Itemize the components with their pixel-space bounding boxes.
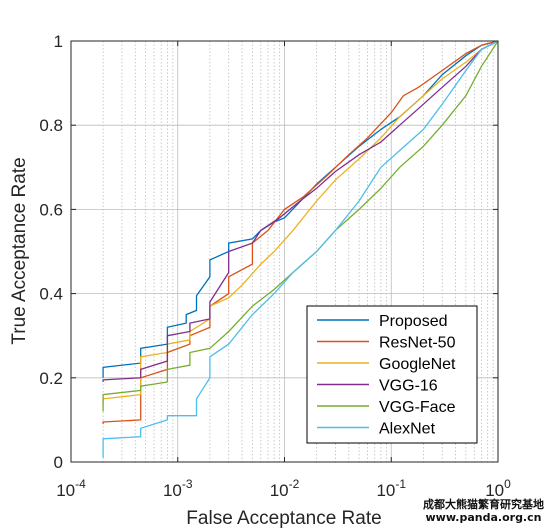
x-tick-label: 10-4 xyxy=(56,477,86,500)
y-tick-label: 0.8 xyxy=(39,116,63,135)
x-axis-title: False Acceptance Rate xyxy=(186,508,381,529)
legend-label: ResNet-50 xyxy=(379,335,456,352)
watermark: 成都大熊猫繁育研究基地 www.panda.org.cn xyxy=(423,498,544,524)
watermark-line-2: www.panda.org.cn xyxy=(425,511,542,524)
x-tick-labels: 10-4 10-3 10-2 10-1 100 xyxy=(56,477,511,500)
x-tick-label: 100 xyxy=(485,477,511,500)
series-line-alexnet xyxy=(102,40,499,458)
legend-box xyxy=(306,305,478,444)
x-tick-label: 10-1 xyxy=(376,477,406,500)
y-tick-labels: 0 0.2 0.4 0.6 0.8 1 xyxy=(39,32,63,472)
y-axis-title: True Acceptance Rate xyxy=(9,157,30,344)
x-tick-label: 10-3 xyxy=(163,477,193,500)
legend-label: AlexNet xyxy=(379,421,436,438)
legend-label: Proposed xyxy=(379,313,448,330)
legend: Proposed ResNet-50 GoogleNet VGG-16 VGG-Face… xyxy=(306,305,478,444)
series-line-vgg-16 xyxy=(102,40,499,382)
y-tick-label: 0.4 xyxy=(39,285,63,304)
y-tick-label: 0.6 xyxy=(39,200,63,219)
y-tick-label: 0.2 xyxy=(39,369,63,388)
tick-marks xyxy=(70,40,499,463)
series-layer xyxy=(102,40,499,458)
y-tick-label: 1 xyxy=(54,32,63,51)
y-tick-label: 0 xyxy=(54,453,63,472)
x-tick-label: 10-2 xyxy=(270,477,300,500)
legend-label: GoogleNet xyxy=(379,356,456,373)
watermark-line-1: 成都大熊猫繁育研究基地 xyxy=(423,498,544,511)
series-line-vgg-face xyxy=(102,40,499,412)
legend-label: VGG-Face xyxy=(379,399,456,416)
legend-label: VGG-16 xyxy=(379,378,438,395)
